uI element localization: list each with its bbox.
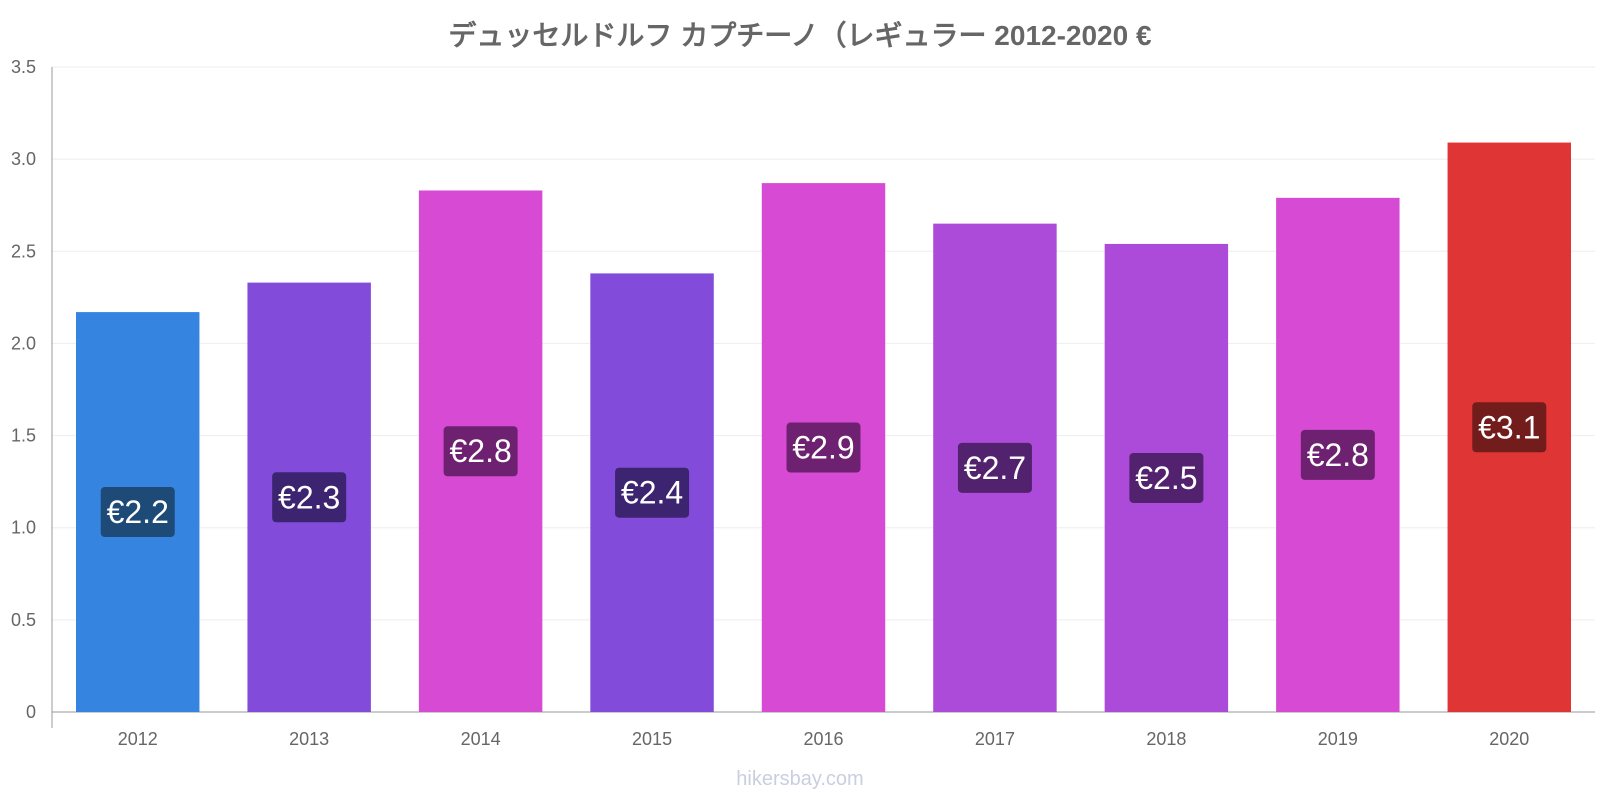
data-label: €2.8 (449, 433, 511, 469)
y-tick-label: 0 (26, 702, 36, 722)
watermark: hikersbay.com (736, 768, 864, 790)
data-label-box (1129, 452, 1204, 503)
x-tick-label: 2015 (632, 729, 672, 749)
data-label-box (957, 442, 1032, 493)
data-label: €2.8 (1307, 437, 1369, 473)
x-tick-label: 2020 (1489, 729, 1529, 749)
data-label: €2.3 (278, 479, 340, 515)
data-label: €2.7 (964, 450, 1026, 486)
data-label-box (786, 422, 861, 473)
x-tick-label: 2017 (975, 729, 1015, 749)
data-label-box (1300, 429, 1375, 480)
x-tick-label: 2012 (118, 729, 158, 749)
y-tick-label: 0.5 (11, 610, 36, 630)
data-label: €2.2 (107, 494, 169, 530)
data-label: €2.4 (621, 475, 683, 511)
data-label-box (443, 426, 518, 477)
y-tick-label: 1.5 (11, 426, 36, 446)
y-tick-label: 2.5 (11, 241, 36, 261)
data-label-box (272, 472, 347, 523)
data-label: €3.1 (1478, 409, 1540, 445)
x-tick-label: 2018 (1146, 729, 1186, 749)
y-tick-label: 1.0 (11, 518, 36, 538)
data-label: €2.5 (1135, 460, 1197, 496)
y-tick-label: 3.5 (11, 57, 36, 77)
x-tick-label: 2013 (289, 729, 329, 749)
data-label-box (1472, 402, 1547, 453)
y-tick-label: 3.0 (11, 149, 36, 169)
data-label-box (100, 487, 175, 538)
x-tick-label: 2019 (1318, 729, 1358, 749)
x-tick-label: 2014 (461, 729, 501, 749)
x-tick-label: 2016 (803, 729, 843, 749)
chart-title: デュッセルドルフ カプチーノ（レギュラー 2012-2020 € (448, 20, 1152, 51)
data-label-box (615, 467, 690, 518)
y-tick-label: 2.0 (11, 333, 36, 353)
data-label: €2.9 (792, 430, 854, 466)
